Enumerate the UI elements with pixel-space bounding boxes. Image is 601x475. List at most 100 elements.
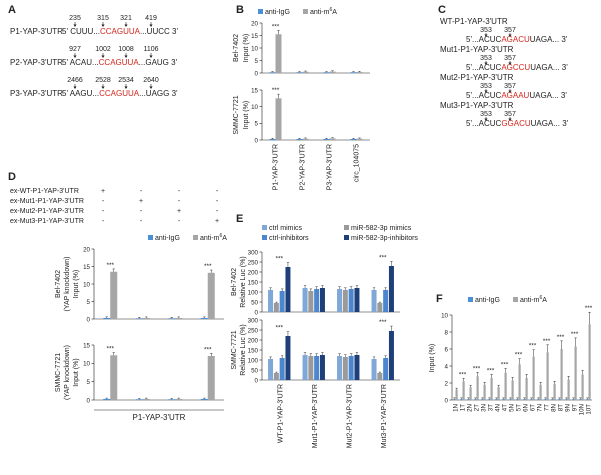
panel-e-chart-bar bbox=[337, 289, 343, 312]
panel-f-chart-bar bbox=[483, 384, 486, 400]
panel-e-x-label: Mut3-P1-YAP-3'UTR bbox=[381, 384, 388, 448]
panel-e-chart-bar bbox=[302, 355, 308, 380]
panel-e-chart-bar bbox=[342, 290, 348, 312]
panel-e-chart-bar bbox=[342, 357, 348, 380]
panel-f-chart-bar bbox=[546, 352, 549, 400]
panel-a-letter: A bbox=[8, 4, 16, 16]
panel-e-y-label: Relative Luc (%) bbox=[240, 256, 247, 307]
panel-f-x-label: 2T bbox=[474, 404, 481, 411]
panel-f-x-label: 7T bbox=[544, 404, 551, 411]
panel-f-x-label: 9T bbox=[572, 404, 579, 411]
panel-e-chart-bar bbox=[308, 291, 314, 312]
panel-b-x-label: P2-YAP-3'UTR bbox=[300, 144, 307, 190]
panel-e-chart-bar bbox=[348, 356, 354, 380]
panel-e-cell-line: Bel-7402 bbox=[231, 268, 238, 296]
panel-f-chart-bar bbox=[453, 399, 456, 400]
panel-e-chart-bar bbox=[268, 290, 274, 312]
seq-prefix: 5'...ACUC bbox=[466, 35, 502, 44]
panel-e-chart-significance: *** bbox=[275, 325, 283, 332]
panel-a-position-number: 2640 bbox=[143, 77, 159, 84]
panel-f-x-label: 1T bbox=[460, 404, 467, 411]
panel-b-chart-y-tick-label: 10 bbox=[251, 104, 258, 111]
panel-f-chart-bar bbox=[581, 374, 584, 400]
panel-f-chart-bar bbox=[455, 389, 458, 400]
panel-d-chart-significance: *** bbox=[204, 263, 212, 270]
panel-f-chart-bar bbox=[565, 399, 568, 400]
panel-b-chart-bar bbox=[323, 72, 330, 73]
seq-suffix: UAGA... 3' bbox=[531, 119, 569, 128]
seq-suffix: UAGA... 3' bbox=[529, 91, 567, 100]
position-arrow-head bbox=[149, 86, 153, 89]
panel-b-chart-bar bbox=[329, 138, 336, 140]
panel-e-chart-bar bbox=[377, 373, 383, 380]
panel-e-chart-bar bbox=[371, 359, 377, 380]
panel-c-letter: C bbox=[438, 4, 446, 16]
panel-c-position-number: 357 bbox=[504, 111, 516, 118]
panel-f-chart-y-tick-label: 0 bbox=[445, 397, 449, 404]
panel-e-legend-swatch bbox=[344, 235, 349, 240]
panel-f-chart-bar bbox=[497, 387, 500, 400]
panel-e-chart-y-tick-label: 300 bbox=[248, 317, 259, 324]
panel-f-chart-bar bbox=[488, 399, 491, 400]
panel-b-legend-swatch bbox=[303, 9, 308, 14]
panel-e-chart-bar bbox=[383, 358, 389, 380]
panel-d-legend-swatch bbox=[193, 235, 198, 240]
panel-b-chart-bar bbox=[329, 71, 336, 73]
panel-f-chart-significance: *** bbox=[585, 305, 593, 312]
seq-prefix: 5' ACAU... bbox=[62, 58, 99, 67]
panel-e-chart-bar bbox=[285, 267, 291, 312]
panel-d-chart-y-tick-label: 15 bbox=[83, 264, 90, 271]
panel-b-legend-swatch bbox=[258, 9, 263, 14]
panel-a-position-number: 1002 bbox=[95, 46, 111, 53]
panel-f-chart-bar bbox=[516, 399, 519, 400]
panel-e-chart-bar bbox=[314, 356, 320, 380]
panel-f-x-label: 6T bbox=[530, 404, 537, 411]
panel-f-chart-significance: *** bbox=[459, 371, 467, 378]
panel-d-x-label: P1-YAP-3'UTR bbox=[133, 413, 186, 422]
panel-f-chart-bar bbox=[539, 384, 542, 400]
panel-d-matrix-sign: + bbox=[139, 198, 143, 205]
panel-f-chart-bar bbox=[567, 379, 570, 400]
panel-e-legend-swatch bbox=[262, 235, 267, 240]
panel-f-chart-bar bbox=[551, 399, 554, 400]
panel-d-chart-significance: *** bbox=[204, 346, 212, 353]
panel-e-chart-y-tick-label: 200 bbox=[248, 269, 259, 276]
panel-c-construct-name: Mut1-P1-YAP-3'UTR bbox=[440, 45, 514, 54]
position-arrow-head bbox=[73, 24, 77, 27]
panel-d-matrix-sign: - bbox=[216, 208, 219, 215]
panel-f-chart-bar bbox=[490, 377, 493, 400]
panel-a-position-number: 1008 bbox=[118, 46, 134, 53]
panel-f-chart-bar bbox=[469, 387, 472, 400]
panel-f-chart-bar bbox=[509, 399, 512, 400]
position-arrow-head bbox=[484, 62, 488, 65]
panel-c-sequence: 5'...ACUCGGACUUAGA... 3' bbox=[466, 119, 569, 128]
panel-b-chart-bar bbox=[302, 71, 309, 73]
panel-e-chart-significance: *** bbox=[275, 256, 283, 263]
seq-motif: CCAGUUA bbox=[99, 58, 140, 67]
panel-f-x-label: 9N bbox=[565, 404, 572, 412]
panel-d-matrix-sign: + bbox=[177, 208, 181, 215]
panel-f-chart-bar bbox=[476, 376, 479, 400]
panel-e-chart-bar bbox=[279, 291, 285, 312]
panel-f-chart-bar bbox=[467, 399, 470, 400]
panel-e-chart-bar bbox=[268, 359, 274, 380]
panel-d-chart-bar bbox=[207, 356, 215, 400]
panel-f-chart-significance: *** bbox=[529, 343, 537, 350]
panel-b-cell-line: Bel-7402 bbox=[233, 34, 240, 62]
panel-b-chart-bar bbox=[269, 139, 276, 140]
panel-f-chart-y-tick-label: 4 bbox=[445, 363, 449, 370]
position-arrow-head bbox=[124, 24, 128, 27]
panel-d-chart-y-tick-label: 0 bbox=[87, 397, 91, 404]
panel-e-chart-y-tick-label: 0 bbox=[255, 377, 259, 384]
panel-e-chart-y-tick-label: 0 bbox=[255, 309, 259, 316]
position-arrow-head bbox=[149, 55, 153, 58]
seq-motif: GGACU bbox=[501, 119, 531, 128]
panel-d-chart-y-tick-label: 20 bbox=[83, 246, 90, 253]
panel-e-chart-bar bbox=[273, 303, 279, 312]
panel-c-position-number: 353 bbox=[480, 27, 492, 34]
panel-e-chart-y-tick-label: 150 bbox=[248, 279, 259, 286]
panel-c-sequence: 5'...ACUCAGCCUUAGA... 3' bbox=[466, 63, 568, 72]
panel-b-chart-y-tick-label: 15 bbox=[251, 87, 258, 94]
panel-a-sequence: 5' AAGU...CCAGUUA...UAGG 3' bbox=[62, 89, 178, 98]
seq-prefix: 5'...ACUC bbox=[466, 91, 502, 100]
